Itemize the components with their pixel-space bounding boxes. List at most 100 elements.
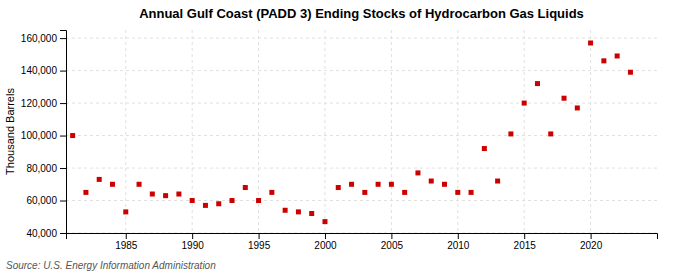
x-tick-mark (325, 233, 326, 239)
x-tick: 2020 (580, 233, 603, 251)
y-tick-label: 160,000 (21, 33, 58, 44)
point (203, 203, 208, 208)
point (176, 192, 181, 197)
point (230, 198, 235, 203)
grid-line (457, 30, 458, 233)
y-tick-mark (60, 233, 66, 234)
point (535, 81, 540, 86)
point (296, 209, 301, 214)
x-tick: 1990 (182, 233, 205, 251)
x-tick-label: 1985 (115, 240, 138, 251)
point (123, 209, 128, 214)
point (455, 190, 460, 195)
x-tick-mark (591, 233, 592, 239)
x-tick-mark (391, 233, 392, 239)
y-axis-title: Thousand Barrels (4, 88, 16, 175)
grid (66, 30, 657, 233)
y-tick-label: 60,000 (26, 195, 57, 206)
point (336, 185, 341, 190)
point (349, 182, 354, 187)
y-tick-mark (60, 168, 66, 169)
grid-line (66, 135, 657, 136)
y-tick: 160,000 (21, 33, 66, 44)
point (110, 182, 115, 187)
point (283, 208, 288, 213)
point (588, 40, 593, 45)
point (150, 192, 155, 197)
grid-line (590, 30, 591, 233)
plot: 1985 1990 1995 2000 2005 2010 2015 2020 40,000 60… (21, 30, 658, 251)
chart: 1985 1990 1995 2000 2005 2010 2015 2020 40,000 60… (0, 0, 675, 275)
x-tick-label: 2000 (314, 240, 337, 251)
x-tick-label: 2020 (580, 240, 603, 251)
point (429, 179, 434, 184)
point (575, 105, 580, 110)
y-tick-label: 100,000 (21, 130, 58, 141)
point (309, 211, 314, 216)
grid-line (524, 30, 525, 233)
x-tick-mark (524, 233, 525, 239)
x-tick: 1995 (248, 233, 271, 251)
point (508, 131, 513, 136)
y-tick-label: 40,000 (26, 228, 57, 239)
y-tick: 80,000 (26, 163, 66, 174)
grid-line (391, 30, 392, 233)
point (562, 96, 567, 101)
point (70, 133, 75, 138)
y-axis: 40,000 60,000 80,000 100,000 120,000 140,000 1… (21, 31, 67, 239)
grid-line (125, 30, 126, 233)
point (256, 198, 261, 203)
point (615, 53, 620, 58)
x-tick: 2005 (381, 233, 404, 251)
x-tick: 1985 (115, 233, 138, 251)
x-tick-mark (259, 233, 260, 239)
y-tick-mark (60, 201, 66, 202)
title: Annual Gulf Coast (PADD 3) Ending Stocks… (139, 6, 584, 21)
x-tick-label: 2010 (447, 240, 470, 251)
x-tick-label: 1995 (248, 240, 271, 251)
x-tick: 2015 (514, 233, 537, 251)
points (70, 40, 633, 224)
y-tick: 120,000 (21, 98, 66, 109)
y-tick-mark (60, 103, 66, 104)
y-tick-mark (60, 136, 66, 137)
point (482, 146, 487, 151)
y-tick: 100,000 (21, 130, 66, 141)
grid-line (66, 70, 657, 71)
point (243, 185, 248, 190)
point (97, 177, 102, 182)
grid-line (66, 38, 657, 39)
x-axis-line (67, 234, 658, 240)
point (269, 190, 274, 195)
x-tick-label: 1990 (182, 240, 205, 251)
y-tick-label: 80,000 (26, 163, 57, 174)
point (442, 182, 447, 187)
y-tick: 140,000 (21, 65, 66, 76)
point (322, 219, 327, 224)
y-tick-mark (60, 38, 66, 39)
point (522, 101, 527, 106)
grid-line (66, 200, 657, 201)
y-tick-mark (60, 71, 66, 72)
point (389, 182, 394, 187)
point (190, 198, 195, 203)
point (628, 70, 633, 75)
grid-line (66, 103, 657, 104)
point (601, 58, 606, 63)
x-tick-mark (192, 233, 193, 239)
grid-line (66, 168, 657, 169)
point (495, 179, 500, 184)
grid-line (324, 30, 325, 233)
x-tick: 2000 (314, 233, 337, 251)
x-axis: 1985 1990 1995 2000 2005 2010 2015 2020 (67, 233, 658, 251)
y-tick-label: 140,000 (21, 65, 58, 76)
point (415, 170, 420, 175)
point (469, 190, 474, 195)
point (548, 131, 553, 136)
x-tick: 2010 (447, 233, 470, 251)
x-tick-label: 2015 (514, 240, 537, 251)
y-tick: 40,000 (26, 228, 66, 239)
point (402, 190, 407, 195)
point (376, 182, 381, 187)
x-tick-mark (126, 233, 127, 239)
